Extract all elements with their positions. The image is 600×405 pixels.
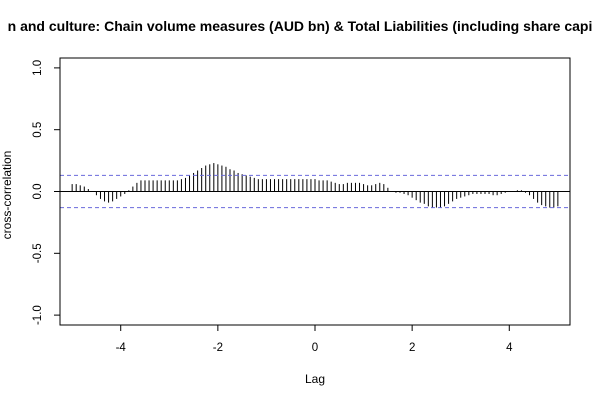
x-tick-label: 4 [506,342,513,354]
y-axis-label: cross-correlation [0,151,14,240]
y-tick-label: 1.0 [32,60,44,76]
plot-frame [59,57,571,326]
y-tick-label: -1.0 [32,305,44,325]
x-tick-label: 2 [409,342,415,354]
x-tick-label: -4 [116,342,127,354]
x-tick-label: 0 [312,342,318,354]
x-tick-label: -2 [213,342,223,354]
y-axis: -1.0 -0.5 0.0 0.5 1.0 [32,60,61,325]
x-axis-label: Lag [305,372,325,386]
chart-title: n and culture: Chain volume measures (AU… [8,18,593,34]
y-tick-label: 0.5 [32,122,44,138]
y-tick-label: 0.0 [32,184,44,200]
confidence-bounds [60,174,570,209]
y-tick-label: -0.5 [32,243,44,263]
ccf-bars [71,163,559,208]
x-axis: -4 -2 0 2 4 [116,324,513,354]
